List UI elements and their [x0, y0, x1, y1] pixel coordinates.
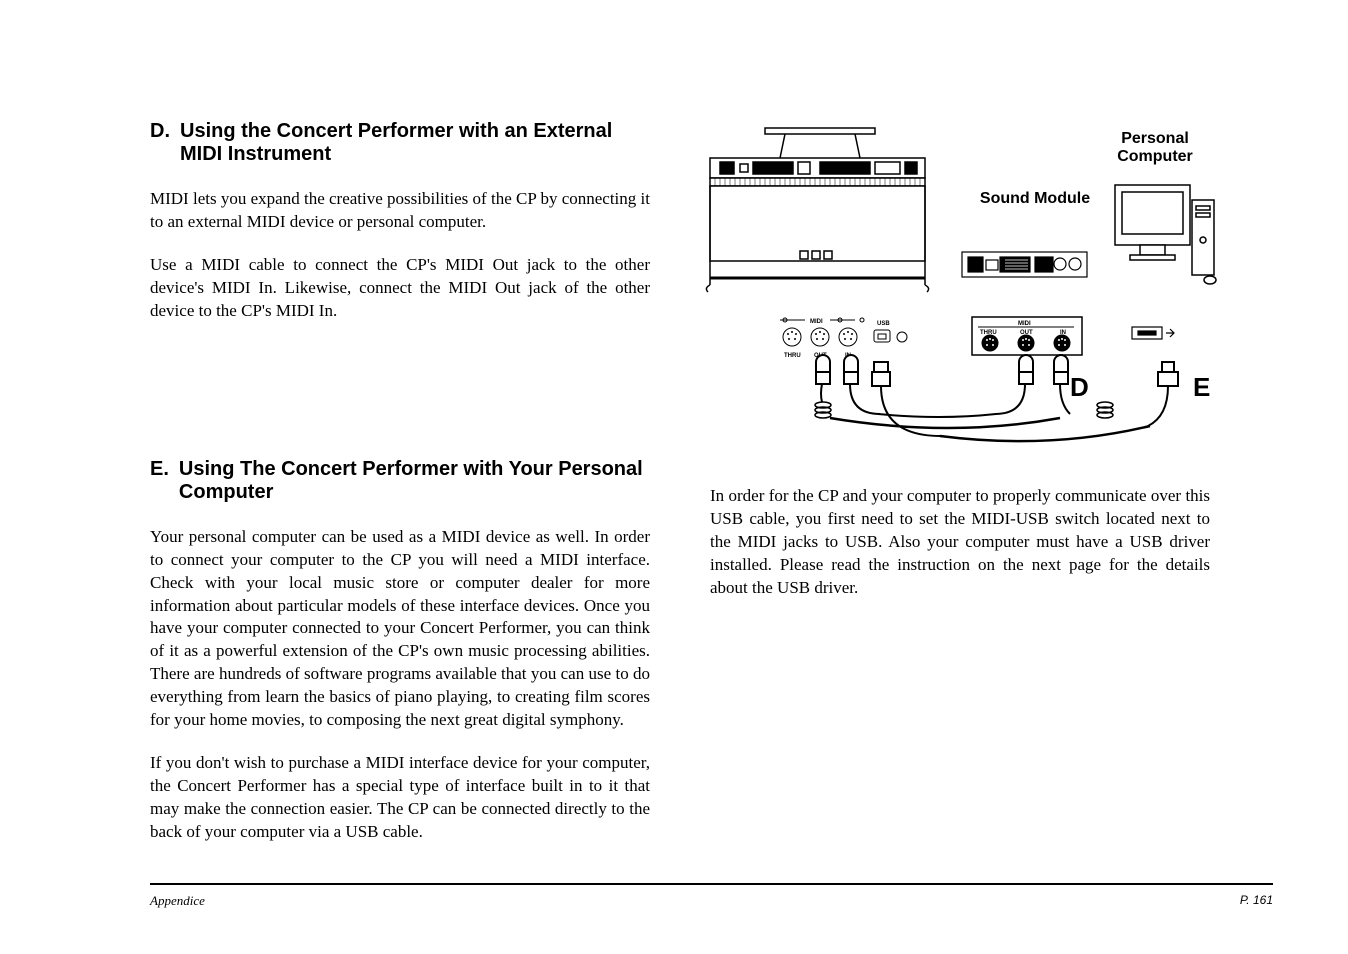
section-d-p1: MIDI lets you expand the creative possib…	[150, 188, 650, 234]
section-e-p2: If you don't wish to purchase a MIDI int…	[150, 752, 650, 844]
section-d-p2: Use a MIDI cable to connect the CP's MID…	[150, 254, 650, 323]
pc-port-icon	[1130, 323, 1190, 353]
diagram-letter-d: D	[1070, 372, 1089, 403]
sound-module-ports-icon: MIDI THRU OUT IN	[970, 315, 1090, 365]
svg-text:IN: IN	[845, 353, 851, 359]
footer-left: Appendice	[150, 893, 205, 909]
svg-text:MIDI: MIDI	[1018, 321, 1031, 327]
piano-icon	[690, 120, 940, 295]
section-d-letter: D.	[150, 120, 170, 143]
connection-diagram: Personal Computer Sound Module D E	[710, 120, 1210, 450]
section-e-title: Using The Concert Performer with Your Pe…	[179, 458, 650, 504]
svg-text:USB: USB	[877, 321, 890, 327]
svg-text:MIDI: MIDI	[810, 319, 823, 325]
computer-icon	[1110, 180, 1220, 290]
section-e-p1: Your personal computer can be used as a …	[150, 526, 650, 732]
section-e-letter: E.	[150, 458, 169, 481]
diagram-letter-e: E	[1193, 372, 1210, 403]
label-sound-module: Sound Module	[970, 190, 1100, 208]
svg-text:THRU: THRU	[784, 353, 801, 359]
page-footer: Appendice P. 161	[150, 883, 1273, 909]
cp-ports-icon: MIDI THRU	[780, 315, 930, 365]
sound-module-icon	[960, 250, 1090, 285]
section-d-heading: D. Using the Concert Performer with an E…	[150, 120, 650, 166]
section-e-heading: E. Using The Concert Performer with Your…	[150, 458, 650, 504]
footer-page-number: P. 161	[1240, 893, 1273, 909]
section-d-title: Using the Concert Performer with an Exte…	[180, 120, 650, 166]
svg-text:OUT: OUT	[814, 353, 827, 359]
label-personal-computer: Personal Computer	[1100, 130, 1210, 166]
right-paragraph: In order for the CP and your computer to…	[710, 485, 1210, 600]
